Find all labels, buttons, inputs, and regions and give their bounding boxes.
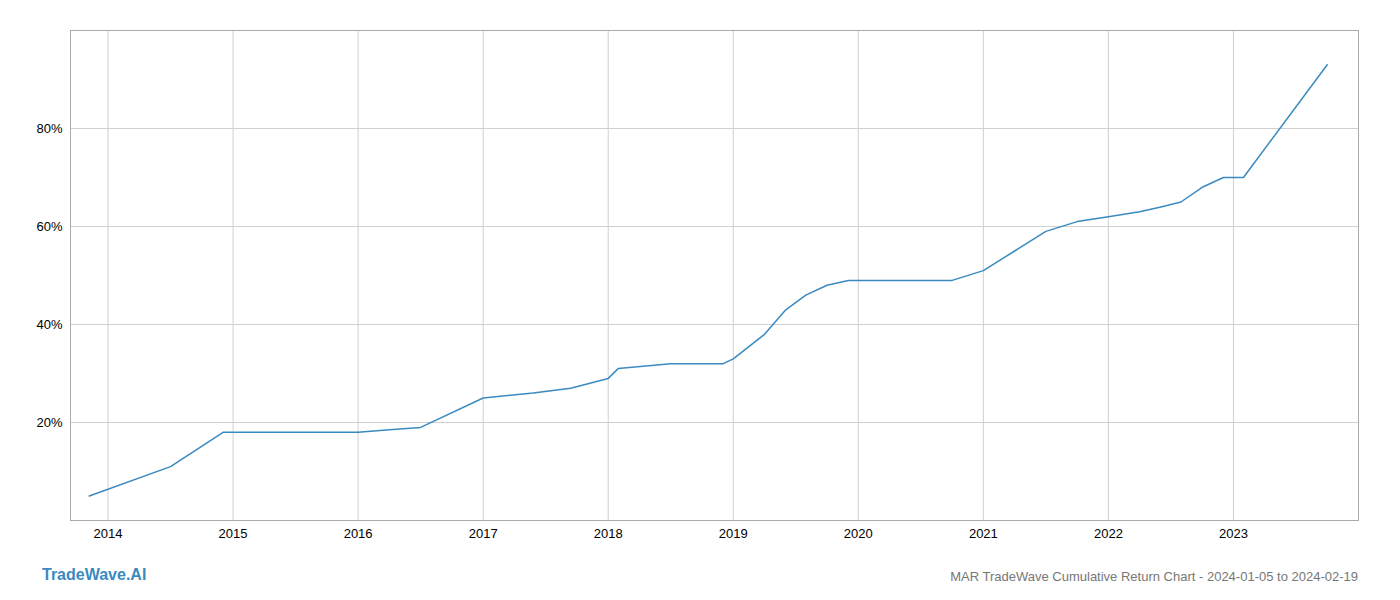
svg-text:2018: 2018: [594, 526, 623, 541]
svg-text:2020: 2020: [844, 526, 873, 541]
svg-text:2019: 2019: [719, 526, 748, 541]
svg-text:40%: 40%: [36, 317, 62, 332]
svg-text:2016: 2016: [344, 526, 373, 541]
svg-text:2021: 2021: [969, 526, 998, 541]
svg-text:2017: 2017: [469, 526, 498, 541]
svg-text:2014: 2014: [94, 526, 123, 541]
svg-text:2022: 2022: [1094, 526, 1123, 541]
svg-text:80%: 80%: [36, 121, 62, 136]
svg-text:2015: 2015: [219, 526, 248, 541]
svg-text:60%: 60%: [36, 219, 62, 234]
html-text:MAR TradeWave Cumulative Retur: MAR TradeWave Cumulative Return Chart - …: [950, 569, 1358, 584]
svg-text:20%: 20%: [36, 415, 62, 430]
svg-text:2023: 2023: [1219, 526, 1248, 541]
html-text:TradeWave.AI: TradeWave.AI: [42, 566, 147, 583]
